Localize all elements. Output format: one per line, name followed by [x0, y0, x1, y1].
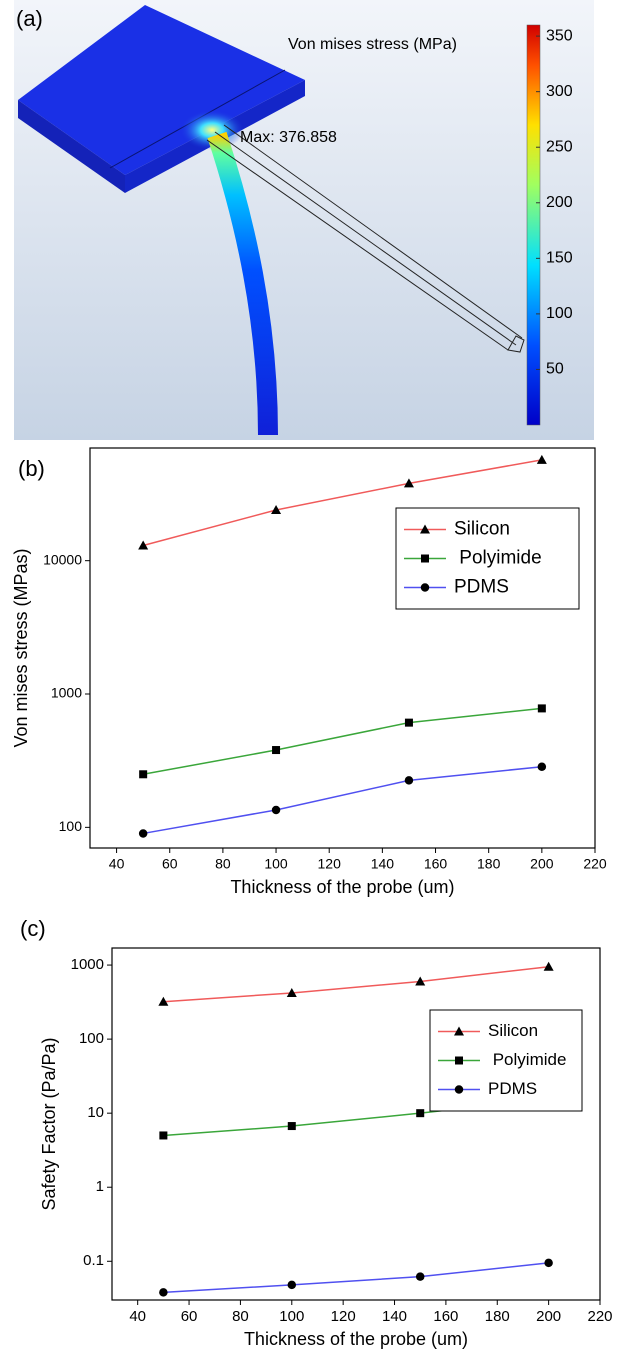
- y-tick-label: 0.1: [83, 1252, 104, 1269]
- legend-label: Silicon: [488, 1021, 538, 1040]
- y-tick-label: 10: [87, 1104, 104, 1121]
- series-line: [163, 1263, 548, 1292]
- marker: [538, 704, 546, 712]
- marker: [139, 829, 148, 838]
- colorbar-tick-label: 350: [546, 27, 573, 44]
- legend-label: Polyimide: [488, 1050, 566, 1069]
- marker: [405, 719, 413, 727]
- marker: [421, 583, 430, 592]
- marker: [455, 1085, 464, 1094]
- x-tick-label: 160: [424, 856, 448, 872]
- marker: [537, 455, 547, 464]
- series-line: [143, 767, 542, 834]
- y-axis-label: Safety Factor (Pa/Pa): [39, 1037, 59, 1210]
- marker: [538, 762, 547, 771]
- marker: [159, 1288, 168, 1297]
- x-axis-label: Thickness of the probe (um): [230, 877, 454, 897]
- x-tick-label: 180: [477, 856, 501, 872]
- y-tick-label: 1000: [51, 685, 82, 701]
- colorbar-title: Von mises stress (MPa): [288, 36, 457, 53]
- colorbar-tick-label: 200: [546, 194, 573, 211]
- legend-label: PDMS: [454, 577, 509, 598]
- y-axis-label: Von mises stress (MPas): [11, 548, 31, 747]
- x-tick-label: 80: [215, 856, 231, 872]
- marker: [288, 1122, 296, 1130]
- colorbar: [527, 25, 540, 425]
- x-tick-label: 120: [318, 856, 342, 872]
- marker: [139, 770, 147, 778]
- colorbar-tick-label: 250: [546, 138, 573, 155]
- marker: [405, 776, 414, 785]
- marker: [455, 1057, 463, 1065]
- colorbar-tick-label: 300: [546, 83, 573, 100]
- x-tick-label: 200: [536, 1308, 561, 1325]
- colorbar-tick-label: 150: [546, 250, 573, 267]
- figure: (a) Von mises stress (MPa) Max: 376.858 …: [0, 0, 620, 1360]
- x-tick-label: 100: [264, 856, 288, 872]
- x-tick-label: 80: [232, 1308, 249, 1325]
- x-tick-label: 120: [331, 1308, 356, 1325]
- legend-label: Silicon: [454, 519, 510, 540]
- panel-label: (c): [20, 916, 46, 941]
- x-tick-label: 60: [162, 856, 178, 872]
- marker: [544, 962, 554, 971]
- x-tick-label: 180: [485, 1308, 510, 1325]
- x-tick-label: 160: [433, 1308, 458, 1325]
- x-tick-label: 220: [583, 856, 607, 872]
- marker: [159, 1131, 167, 1139]
- series-line: [163, 967, 548, 1002]
- panel-label: (b): [18, 456, 45, 481]
- x-tick-label: 100: [279, 1308, 304, 1325]
- marker: [288, 1281, 297, 1290]
- marker: [544, 1259, 553, 1268]
- legend-label: PDMS: [488, 1079, 537, 1098]
- x-tick-label: 200: [530, 856, 554, 872]
- x-tick-label: 220: [587, 1308, 612, 1325]
- x-tick-label: 40: [109, 856, 125, 872]
- marker: [416, 1272, 425, 1281]
- x-tick-label: 60: [181, 1308, 198, 1325]
- marker: [272, 806, 281, 815]
- x-axis-label: Thickness of the probe (um): [244, 1329, 468, 1349]
- x-tick-label: 40: [129, 1308, 146, 1325]
- x-tick-label: 140: [371, 856, 395, 872]
- legend-label: Polyimide: [454, 548, 542, 569]
- panel-a: (a) Von mises stress (MPa) Max: 376.858 …: [14, 0, 594, 440]
- marker: [272, 746, 280, 754]
- series-line: [143, 708, 542, 774]
- marker: [416, 1109, 424, 1117]
- colorbar-tick-label: 100: [546, 305, 573, 322]
- x-tick-label: 140: [382, 1308, 407, 1325]
- y-tick-label: 100: [79, 1030, 104, 1047]
- y-tick-label: 100: [59, 818, 83, 834]
- y-tick-label: 10000: [43, 551, 82, 567]
- max-annotation: Max: 376.858: [240, 129, 337, 146]
- y-tick-label: 1000: [71, 956, 104, 973]
- y-tick-label: 1: [96, 1178, 104, 1195]
- page: {"chart_data": [ {"type": "colorbar", "l…: [0, 0, 620, 1360]
- colorbar-tick-label: 50: [546, 361, 564, 378]
- panel-label: (a): [16, 6, 43, 31]
- marker: [421, 555, 429, 563]
